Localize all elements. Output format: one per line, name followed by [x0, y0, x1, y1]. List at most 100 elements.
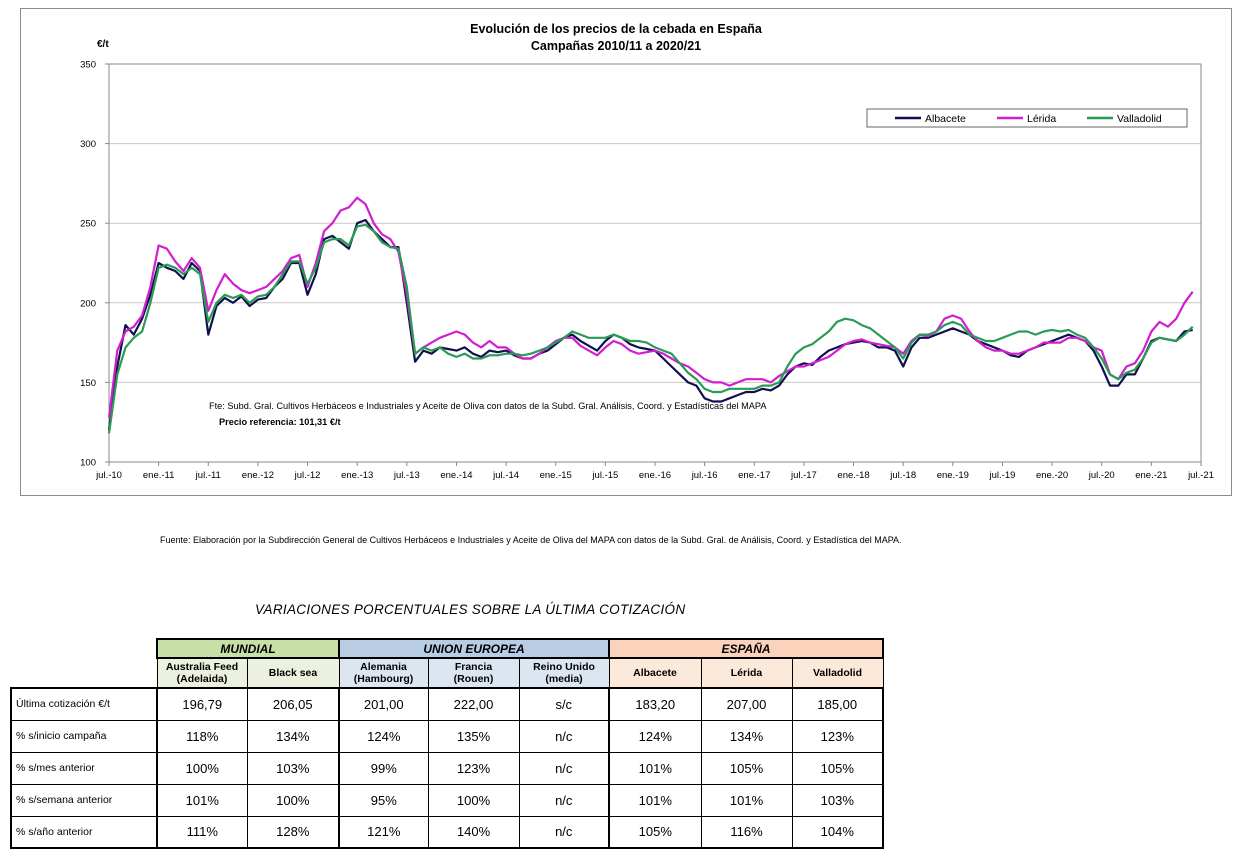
col-header: Australia Feed (Adelaida)	[156, 657, 248, 689]
source-note: Fuente: Elaboración por la Subdirección …	[160, 535, 902, 545]
legend-entry: Lérida	[1027, 113, 1056, 125]
x-tick-label: jul.-11	[195, 470, 221, 481]
y-tick-label: 350	[80, 60, 96, 71]
y-tick-label: 300	[80, 139, 96, 150]
table-cell: 207,00	[700, 687, 793, 721]
table-cell: 99%	[338, 752, 429, 785]
group-mundial: MUNDIAL	[156, 638, 340, 659]
table-cell: 105%	[700, 752, 793, 785]
annotation-source: Fte: Subd. Gral. Cultivos Herbáceos e In…	[209, 401, 767, 411]
table-cell: 105%	[791, 752, 884, 785]
table-cell: 196,79	[156, 687, 248, 721]
row-label: % s/mes anterior	[10, 752, 158, 785]
variations-table: MUNDIAL UNION EUROPEA ESPAÑA Australia F…	[10, 638, 884, 849]
x-tick-label: jul.-20	[1088, 470, 1115, 481]
table-cell: n/c	[518, 784, 610, 817]
col-header: Lérida	[700, 657, 793, 689]
table-cell: 118%	[156, 720, 248, 753]
row-label: % s/año anterior	[10, 816, 158, 849]
x-tick-label: ene.-13	[341, 470, 373, 481]
table-cell: 100%	[156, 752, 248, 785]
x-tick-label: ene.-14	[440, 470, 472, 481]
table-cell: 116%	[700, 816, 793, 849]
col-header: Albacete	[608, 657, 702, 689]
y-tick-label: 150	[80, 378, 96, 389]
table-title: VARIACIONES PORCENTUALES SOBRE LA ÚLTIMA…	[255, 602, 686, 617]
x-tick-label: jul.-18	[889, 470, 916, 481]
x-tick-label: jul.-10	[95, 470, 122, 481]
legend-entry: Valladolid	[1117, 113, 1162, 125]
col-header: Valladolid	[791, 657, 884, 689]
table-row: Última cotización €/t 196,79 206,05 201,00 2…	[10, 687, 884, 721]
col-header: Francia (Rouen)	[427, 657, 520, 689]
table-cell: 183,20	[608, 687, 702, 721]
table-cell: 100%	[246, 784, 340, 817]
chart-subtitle: Campañas 2010/11 a 2020/21	[531, 39, 701, 53]
table-row: % s/mes anterior 100% 103% 99% 123% n/c 101% 10…	[10, 752, 884, 785]
table-cell: 185,00	[791, 687, 884, 721]
table-cell: 101%	[700, 784, 793, 817]
x-tick-label: ene.-16	[639, 470, 671, 481]
x-tick-label: jul.-12	[294, 470, 321, 481]
table-cell: n/c	[518, 816, 610, 849]
col-header: Reino Unido (media)	[518, 657, 610, 689]
table-cell: 103%	[246, 752, 340, 785]
legend-entry: Albacete	[925, 113, 966, 125]
row-label: % s/inicio campaña	[10, 720, 158, 753]
y-tick-label: 250	[80, 219, 96, 230]
table-row: % s/año anterior 111% 128% 121% 140% n/c 105% 1…	[10, 816, 884, 849]
col-header: Alemania (Hambourg)	[338, 657, 429, 689]
corner-blank	[11, 658, 157, 688]
row-label: Última cotización €/t	[10, 687, 158, 721]
annotation-reference: Precio referencia: 101,31 €/t	[219, 417, 341, 427]
col-header: Black sea	[246, 657, 340, 689]
table-cell: n/c	[518, 752, 610, 785]
table-cell: 100%	[427, 784, 520, 817]
series-line-lrida	[107, 196, 1194, 418]
y-axis-label: €/t	[97, 39, 109, 50]
table-cell: 101%	[608, 784, 702, 817]
x-tick-label: jul.-13	[393, 470, 420, 481]
x-tick-label: jul.-17	[790, 470, 817, 481]
table-cell: 95%	[338, 784, 429, 817]
x-tick-label: jul.-14	[492, 470, 519, 481]
table-cell: 123%	[427, 752, 520, 785]
table-cell: 206,05	[246, 687, 340, 721]
series-line-valladolid	[107, 223, 1194, 434]
table-cell: 123%	[791, 720, 884, 753]
x-tick-label: ene.-21	[1135, 470, 1167, 481]
x-tick-label: ene.-17	[738, 470, 770, 481]
row-label: % s/semana anterior	[10, 784, 158, 817]
table-cell: 101%	[608, 752, 702, 785]
corner-blank	[11, 639, 157, 658]
table-cell: s/c	[518, 687, 610, 721]
legend-box	[866, 108, 1188, 128]
table-cell: 104%	[791, 816, 884, 849]
x-tick-label: ene.-12	[242, 470, 274, 481]
chart-frame: Evolución de los precios de la cebada en…	[20, 8, 1232, 496]
table-cell: 103%	[791, 784, 884, 817]
table-cell: 101%	[156, 784, 248, 817]
table-cell: 121%	[338, 816, 429, 849]
x-tick-label: jul.-19	[989, 470, 1016, 481]
chart-title: Evolución de los precios de la cebada en…	[470, 22, 763, 36]
x-tick-label: jul.-15	[591, 470, 618, 481]
table-cell: 124%	[338, 720, 429, 753]
x-tick-label: ene.-20	[1036, 470, 1068, 481]
group-espana: ESPAÑA	[608, 638, 884, 659]
x-tick-label: jul.-16	[691, 470, 718, 481]
y-tick-label: 200	[80, 298, 96, 309]
x-tick-label: ene.-18	[837, 470, 869, 481]
table-cell: 134%	[700, 720, 793, 753]
x-tick-label: ene.-15	[540, 470, 572, 481]
table-row: % s/inicio campaña 118% 134% 124% 135% n/c 124…	[10, 720, 884, 753]
table-cell: 222,00	[427, 687, 520, 721]
table-cell: 201,00	[338, 687, 429, 721]
table-cell: n/c	[518, 720, 610, 753]
table-cell: 140%	[427, 816, 520, 849]
table-cell: 128%	[246, 816, 340, 849]
table-cell: 111%	[156, 816, 248, 849]
price-chart: Evolución de los precios de la cebada en…	[80, 22, 1214, 481]
table-cell: 134%	[246, 720, 340, 753]
x-tick-label: jul.-21	[1187, 470, 1214, 481]
